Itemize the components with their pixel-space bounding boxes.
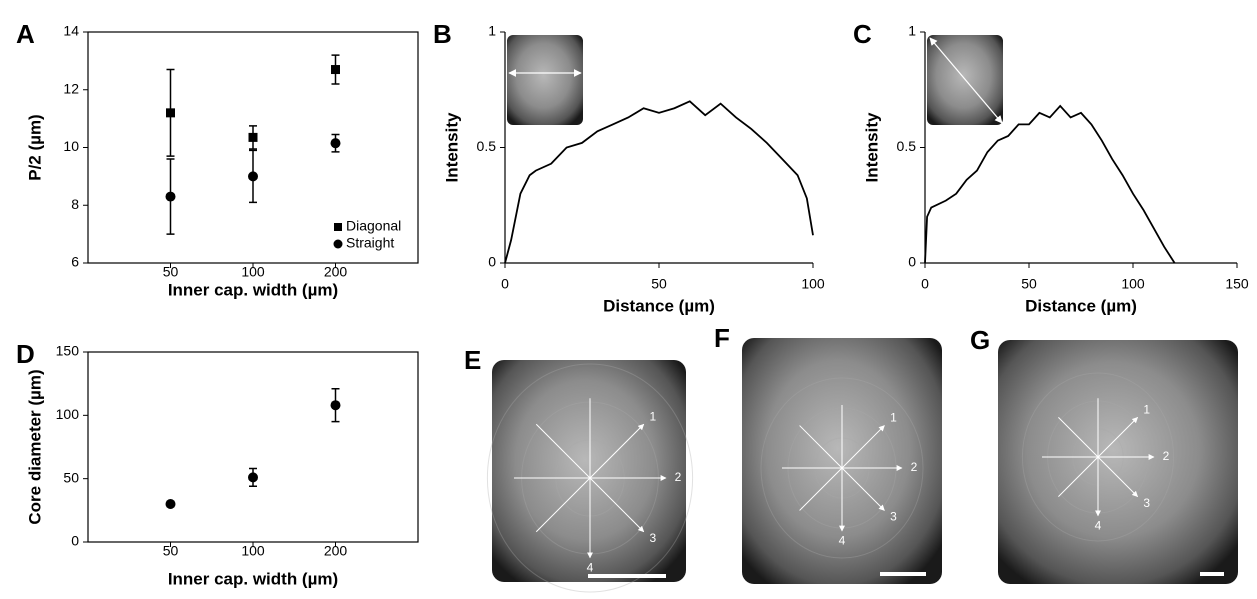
x-tick-label: 50: [651, 276, 667, 292]
x-tick-label: 150: [1225, 276, 1249, 292]
intensity-line: [504, 100, 814, 264]
y-tick-label: 0: [908, 254, 916, 270]
panel-label: C: [853, 19, 872, 49]
y-tick-label: 12: [63, 80, 79, 96]
data-point: [165, 499, 176, 509]
arrow-label: 3: [890, 510, 897, 524]
x-axis-label: Distance (µm): [1025, 296, 1137, 315]
inset-image: [507, 35, 583, 125]
data-point: [248, 472, 258, 483]
legend-label: Diagonal: [346, 218, 401, 234]
direction-arrow: [841, 467, 885, 511]
y-tick-label: 14: [63, 23, 79, 39]
arrow-label: 4: [839, 534, 846, 548]
y-tick-label: 1: [908, 23, 916, 39]
inset-arrow: [929, 37, 1003, 124]
y-axis-label: Core diameter (µm): [25, 369, 44, 524]
arrow-label: 4: [587, 560, 594, 574]
y-tick-label: 10: [63, 138, 79, 154]
panel-label: A: [16, 19, 35, 49]
arrow-label: 3: [649, 531, 656, 545]
y-axis-label: Intensity: [862, 112, 881, 182]
y-tick-label: 6: [71, 254, 79, 270]
intensity-line: [924, 104, 1176, 264]
data-point: [330, 400, 341, 411]
panel-label: G: [970, 325, 990, 355]
y-tick-label: 0: [71, 533, 79, 549]
x-tick-label: 100: [1121, 276, 1145, 292]
x-tick-label: 0: [921, 276, 929, 292]
guide-line: [799, 425, 843, 469]
x-axis-label: Inner cap. width (µm): [168, 569, 338, 588]
x-tick-label: 50: [163, 264, 179, 280]
guide-line: [535, 477, 591, 533]
arrow-label: 1: [890, 411, 897, 425]
x-tick-label: 100: [241, 264, 265, 280]
arrow-label: 1: [1143, 403, 1150, 417]
x-tick-label: 50: [163, 543, 179, 559]
direction-arrow: [841, 425, 885, 469]
x-tick-label: 0: [501, 276, 509, 292]
data-point: [165, 191, 176, 202]
data-point: [331, 65, 340, 75]
arrow-label: 2: [1163, 449, 1170, 463]
arrow-label: 2: [675, 470, 682, 484]
ring: [1021, 372, 1175, 542]
data-point: [248, 132, 258, 142]
arrow-label: 1: [649, 409, 656, 423]
panel-label: B: [433, 19, 452, 49]
data-point: [330, 138, 341, 149]
scale-bar: [588, 574, 666, 578]
panel-label: D: [16, 339, 35, 369]
y-tick-label: 8: [71, 196, 79, 212]
y-axis-label: Intensity: [442, 112, 461, 182]
x-tick-label: 50: [1021, 276, 1037, 292]
legend-marker: [333, 239, 343, 249]
x-tick-label: 200: [324, 543, 348, 559]
guide-line: [799, 467, 843, 511]
x-axis-label: Distance (µm): [603, 296, 715, 315]
scale-bar: [880, 572, 926, 576]
x-tick-label: 200: [324, 264, 348, 280]
micrograph: [492, 360, 686, 582]
micrograph: [998, 340, 1238, 584]
scale-bar: [1200, 572, 1224, 576]
arrow-label: 4: [1095, 518, 1102, 532]
ring: [760, 377, 924, 559]
direction-arrow: [589, 477, 645, 533]
x-axis-label: Inner cap. width (µm): [168, 280, 338, 299]
y-tick-label: 50: [63, 469, 79, 485]
data-point: [166, 108, 175, 118]
y-tick-label: 0.5: [477, 138, 497, 154]
y-tick-label: 1: [488, 23, 496, 39]
panel-label: E: [464, 345, 481, 375]
x-tick-label: 100: [801, 276, 825, 292]
y-axis-label: P/2 (µm): [25, 114, 44, 180]
y-tick-label: 100: [56, 406, 80, 422]
legend-label: Straight: [346, 235, 394, 251]
direction-arrow: [1097, 456, 1139, 498]
guide-line: [1058, 417, 1099, 458]
plot-frame: [87, 351, 419, 543]
ring: [486, 363, 694, 593]
y-tick-label: 150: [56, 343, 80, 359]
guide-line: [1058, 456, 1099, 497]
direction-arrow: [1097, 416, 1139, 458]
y-tick-label: 0: [488, 254, 496, 270]
x-tick-label: 100: [241, 543, 265, 559]
y-tick-label: 0.5: [897, 138, 917, 154]
guide-line: [535, 423, 591, 479]
panel-label: F: [714, 323, 730, 353]
data-point: [248, 171, 258, 182]
direction-arrow: [589, 423, 645, 479]
arrow-label: 2: [911, 460, 918, 474]
arrow-label: 3: [1143, 496, 1150, 510]
legend-marker: [334, 223, 342, 231]
